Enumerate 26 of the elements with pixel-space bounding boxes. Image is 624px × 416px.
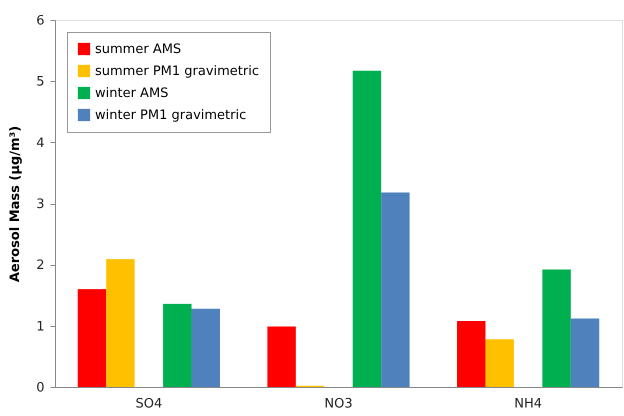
y-tick-label: 4 bbox=[36, 136, 44, 151]
bar bbox=[192, 308, 220, 387]
legend-label: summer PM1 gravimetric bbox=[95, 64, 260, 79]
y-tick-label: 2 bbox=[36, 258, 44, 274]
bar bbox=[106, 259, 135, 387]
bar bbox=[78, 289, 106, 387]
bar bbox=[352, 70, 382, 387]
y-tick-label: 0 bbox=[36, 380, 44, 396]
bar bbox=[485, 339, 514, 387]
bar bbox=[163, 304, 192, 387]
x-tick-label: NH4 bbox=[514, 396, 542, 412]
x-tick-label: NO3 bbox=[324, 396, 353, 412]
bar bbox=[457, 320, 486, 387]
bar bbox=[542, 270, 571, 387]
y-tick-label: 3 bbox=[36, 197, 44, 212]
y-axis-title: Aerosol Mass (µg/m³) bbox=[8, 126, 24, 282]
y-tick-label: 6 bbox=[36, 14, 44, 28]
x-tick-label: SO4 bbox=[135, 396, 162, 412]
legend-label: winter AMS bbox=[95, 86, 168, 101]
y-tick-label: 1 bbox=[36, 319, 44, 334]
y-tick-label: 5 bbox=[36, 74, 44, 90]
bar bbox=[267, 326, 296, 387]
bar bbox=[381, 192, 410, 387]
legend-label: winter PM1 gravimetric bbox=[95, 108, 246, 123]
bar bbox=[570, 318, 600, 387]
legend-label: summer AMS bbox=[95, 42, 182, 57]
